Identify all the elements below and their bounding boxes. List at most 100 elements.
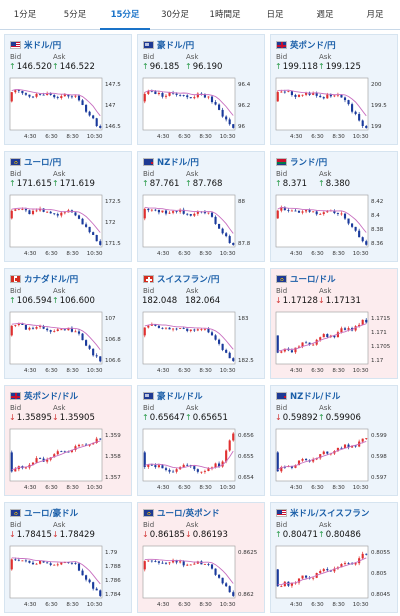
rate-card[interactable]: ユーロ/円 Bid Ask ↑171.615 ↑171.619 172.5 172 171.5… [4, 151, 132, 262]
plot-area [275, 311, 369, 365]
candle-body [221, 343, 224, 350]
pair-title[interactable]: スイスフラン/円 [143, 273, 219, 285]
ask-label: Ask [53, 287, 66, 295]
candle-body [24, 209, 27, 211]
bid-label: Bid [276, 521, 288, 529]
rate-card[interactable]: スイスフラン/円 Bid Ask 182.048 182.064 183 182.5 4:30… [137, 268, 265, 379]
candle-body [85, 444, 88, 446]
rate-card[interactable]: 英ポンド/円 Bid Ask ↑199.118 ↑199.125 200 199.5 199 4… [270, 34, 398, 145]
candle-body [143, 327, 146, 336]
candle-body [67, 451, 70, 453]
candle-body [196, 469, 199, 472]
x-tick-label: 8:30 [332, 134, 345, 140]
rate-card[interactable]: NZドル/ドル Bid Ask ↓0.59892 ↑0.59906 0.599 0.598 0… [270, 385, 398, 496]
ask-value: ↓1.35905 [52, 413, 95, 423]
candle-body [95, 588, 98, 591]
x-tick-label: 10:30 [353, 485, 369, 491]
y-tick-label: 96 [238, 124, 245, 130]
x-tick-label: 4:30 [24, 368, 37, 374]
candle-body [60, 451, 63, 453]
candle-body [85, 340, 88, 346]
candle-body [189, 97, 192, 99]
pair-title[interactable]: NZドル/ドル [276, 390, 340, 402]
tab-timeframe[interactable]: 1時間足 [209, 10, 241, 20]
candle-body [218, 463, 221, 467]
nz-flag-icon [143, 158, 154, 166]
pair-title[interactable]: ランド/円 [276, 156, 327, 168]
timeframe-tabs: 1分足 5分足 15分足 30分足 1時間足 日足 週足 月足 [0, 0, 400, 30]
candle-body [31, 327, 35, 329]
candle-body [35, 327, 38, 329]
candlestick-chart: 1.359 1.358 1.357 4:30 6:30 8:30 10:30 [8, 427, 130, 495]
bid-label: Bid [10, 521, 22, 529]
bid-label: Bid [276, 404, 288, 412]
candle-body [56, 451, 59, 455]
candle-body [164, 468, 168, 470]
candle-body [164, 95, 168, 97]
rate-card[interactable]: 米ドル/スイスフラン Bid Ask ↑0.80471 ↑0.80486 0.8055 0.… [270, 502, 398, 613]
candle-body [365, 241, 368, 245]
candle-body [14, 559, 17, 561]
pair-title[interactable]: ユーロ/ドル [276, 273, 336, 285]
candle-body [74, 95, 77, 97]
x-tick-label: 10:30 [220, 485, 236, 491]
rate-card[interactable]: 豪ドル/ドル Bid Ask ↑0.65647 ↑0.65651 0.656 0.655 0.… [137, 385, 265, 496]
x-tick-label: 6:30 [45, 368, 58, 374]
pair-title[interactable]: 英ポンド/ドル [10, 390, 78, 402]
rate-card[interactable]: 英ポンド/ドル Bid Ask ↓1.35895 ↓1.35905 1.359 1.358 1… [4, 385, 132, 496]
pair-title[interactable]: 豪ドル/円 [143, 39, 194, 51]
tab-timeframe[interactable]: 日足 [266, 10, 284, 20]
plot-area [142, 545, 236, 599]
tab-timeframe[interactable]: 30分足 [161, 10, 189, 20]
candle-body [88, 579, 91, 583]
candle-body [308, 342, 311, 345]
ask-value: ↑146.522 [52, 62, 95, 72]
tab-timeframe[interactable]: 15分足 [100, 0, 150, 30]
x-tick-label: 8:30 [66, 368, 79, 374]
candle-body [14, 209, 17, 211]
rate-card[interactable]: カナダドル/円 Bid Ask ↑106.594 ↑106.600 107 106.8 106… [4, 268, 132, 379]
pair-title[interactable]: NZドル/円 [143, 156, 199, 168]
pair-title[interactable]: 英ポンド/円 [276, 39, 336, 51]
rate-card[interactable]: 米ドル/円 Bid Ask ↑146.520 ↑146.522 147.5 147 146.5… [4, 34, 132, 145]
candle-body [287, 91, 290, 93]
rate-card[interactable]: 豪ドル/円 Bid Ask ↑96.185 ↑96.190 96.4 96.2 96 4:30 6… [137, 34, 265, 145]
candle-body [85, 104, 88, 112]
pair-title[interactable]: 豪ドル/ドル [143, 390, 203, 402]
candle-body [283, 581, 286, 587]
pair-title[interactable]: ユーロ/豪ドル [10, 507, 78, 519]
pair-title[interactable]: 米ドル/スイスフラン [276, 507, 369, 519]
rate-card[interactable]: ランド/円 Bid Ask ↑8.371 ↑8.380 8.42 8.4 8.38 8.36 4:… [270, 151, 398, 262]
candle-body [92, 582, 95, 589]
candle-body [365, 319, 368, 323]
plot-area [275, 194, 369, 248]
candle-body [42, 94, 45, 96]
plot-area [142, 77, 236, 131]
pair-title[interactable]: ユーロ/英ポンド [143, 507, 220, 519]
rate-card[interactable]: ユーロ/ドル Bid Ask ↓1.17128 ↓1.17131 1.1715 1.171 1… [270, 268, 398, 379]
x-tick-label: 10:30 [220, 602, 236, 608]
eu-flag-icon [10, 509, 21, 517]
rate-card[interactable]: ユーロ/豪ドル Bid Ask ↓1.78415 ↓1.78429 1.79 1.788 1.… [4, 502, 132, 613]
tab-timeframe[interactable]: 月足 [366, 10, 384, 20]
tab-timeframe[interactable]: 5分足 [63, 10, 87, 20]
tab-timeframe[interactable]: 週足 [316, 10, 334, 20]
y-tick-label: 8.4 [371, 213, 380, 219]
candle-body [81, 444, 84, 446]
tab-timeframe[interactable]: 1分足 [13, 10, 37, 20]
pair-title[interactable]: ユーロ/円 [10, 156, 61, 168]
rate-card[interactable]: ユーロ/英ポンド Bid Ask ↓0.86185 ↓0.86193 0.8625 0.86… [137, 502, 265, 613]
chart-svg: 88 87.8 4:30 6:30 8:30 10:30 [142, 194, 251, 257]
candle-body [210, 212, 214, 217]
candle-body [196, 211, 199, 214]
rate-card[interactable]: NZドル/円 Bid Ask ↑87.761 ↑87.768 88 87.8 4:30 6:30… [137, 151, 265, 262]
y-tick-label: 106.6 [105, 358, 121, 364]
chart-svg: 1.79 1.788 1.786 1.784 4:30 6:30 8:30 10:30 [9, 545, 121, 608]
arrow-up-icon: ↑ [142, 62, 149, 71]
candle-body [56, 97, 59, 99]
candle-body [74, 331, 77, 333]
arrow-up-icon: ↑ [318, 413, 325, 422]
pair-title[interactable]: 米ドル/円 [10, 39, 61, 51]
y-tick-label: 172 [105, 220, 116, 226]
pair-title[interactable]: カナダドル/円 [10, 273, 78, 285]
